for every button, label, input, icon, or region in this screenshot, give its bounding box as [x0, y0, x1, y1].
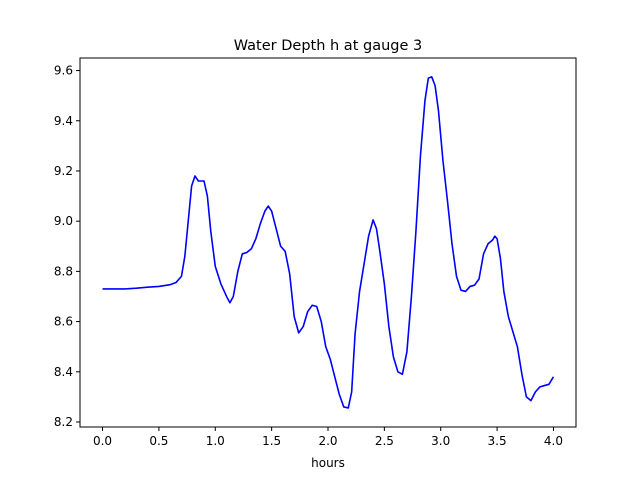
x-tick-label: 3.0: [431, 434, 450, 448]
chart-title: Water Depth h at gauge 3: [234, 38, 422, 54]
y-tick-label: 9.0: [54, 214, 73, 228]
x-tick-label: 1.5: [262, 434, 281, 448]
x-tick-label: 0.0: [93, 434, 112, 448]
x-axis: 0.0 0.5 1.0 1.5 2.0 2.5 3.0 3.5 4.0: [93, 427, 563, 448]
plot-area: [79, 57, 577, 428]
x-tick-label: 1.0: [206, 434, 225, 448]
x-tick-label: 2.0: [318, 434, 337, 448]
x-tick-label: 3.5: [488, 434, 507, 448]
y-tick-label: 9.4: [54, 114, 73, 128]
y-tick-label: 8.2: [54, 415, 73, 429]
x-tick-label: 2.5: [375, 434, 394, 448]
y-tick-label: 8.6: [54, 315, 73, 329]
x-axis-label: hours: [311, 456, 345, 470]
y-tick-label: 9.6: [54, 64, 73, 78]
water-depth-line: [102, 76, 555, 409]
x-tick-label: 0.5: [149, 434, 168, 448]
y-tick-label: 8.8: [54, 264, 73, 278]
x-tick-label: 4.0: [544, 434, 563, 448]
y-axis: 8.2 8.4 8.6 8.8 9.0 9.2 9.4 9.6: [54, 64, 80, 429]
y-tick-label: 8.4: [54, 365, 73, 379]
y-tick-label: 9.2: [54, 164, 73, 178]
axes-frame: [79, 57, 577, 428]
